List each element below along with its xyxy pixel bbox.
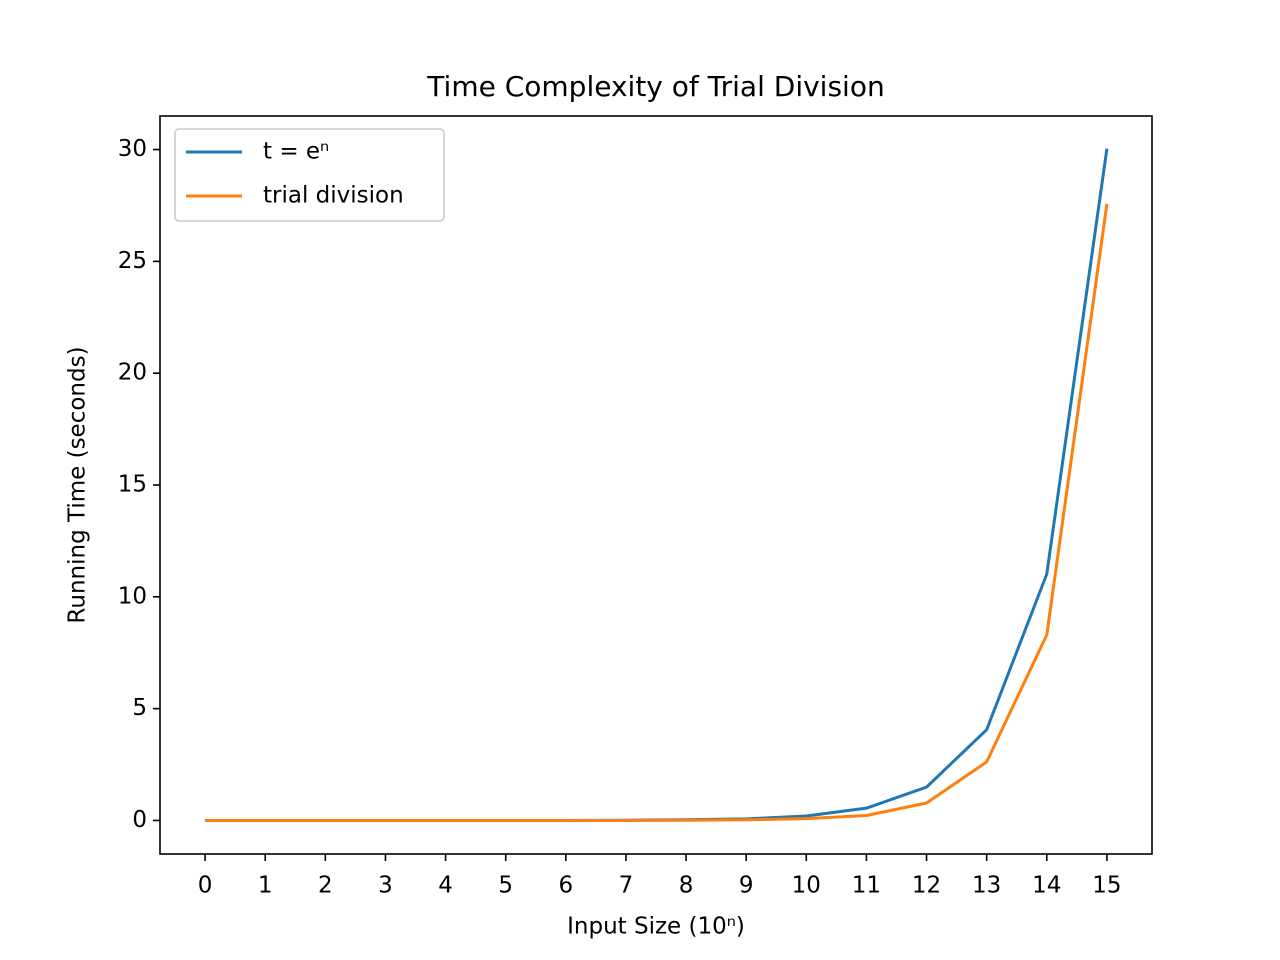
x-tick-label: 6 — [558, 873, 573, 899]
y-tick-label: 25 — [118, 248, 147, 274]
x-tick-label: 3 — [378, 873, 393, 899]
x-tick-label: 7 — [619, 873, 634, 899]
y-tick-label: 0 — [132, 807, 147, 833]
x-tick-label: 15 — [1092, 873, 1121, 899]
legend-label: trial division — [263, 183, 404, 209]
y-tick-label: 10 — [118, 583, 147, 609]
y-axis-label: Running Time (seconds) — [65, 346, 91, 623]
x-tick-label: 1 — [258, 873, 273, 899]
x-tick-label: 4 — [438, 873, 453, 899]
x-tick-label: 5 — [498, 873, 513, 899]
x-tick-label: 11 — [852, 873, 881, 899]
x-axis-label: Input Size (10ⁿ) — [567, 914, 745, 940]
legend-box — [174, 128, 445, 222]
x-tick-label: 12 — [912, 873, 941, 899]
chart-title: Time Complexity of Trial Division — [426, 70, 884, 103]
y-tick-label: 30 — [118, 136, 147, 162]
y-tick-label: 20 — [118, 360, 147, 386]
x-tick-label: 9 — [739, 873, 754, 899]
x-tick-label: 2 — [318, 873, 333, 899]
x-tick-label: 13 — [972, 873, 1001, 899]
legend-label: t = eⁿ — [263, 139, 329, 165]
x-tick-label: 10 — [792, 873, 821, 899]
data-line — [205, 203, 1109, 822]
x-tick-label: 14 — [1032, 873, 1061, 899]
plot-frame — [159, 115, 1153, 855]
y-tick-label: 15 — [118, 472, 147, 498]
x-tick-label: 8 — [679, 873, 694, 899]
x-tick-label: 0 — [198, 873, 213, 899]
y-tick-label: 5 — [132, 695, 147, 721]
